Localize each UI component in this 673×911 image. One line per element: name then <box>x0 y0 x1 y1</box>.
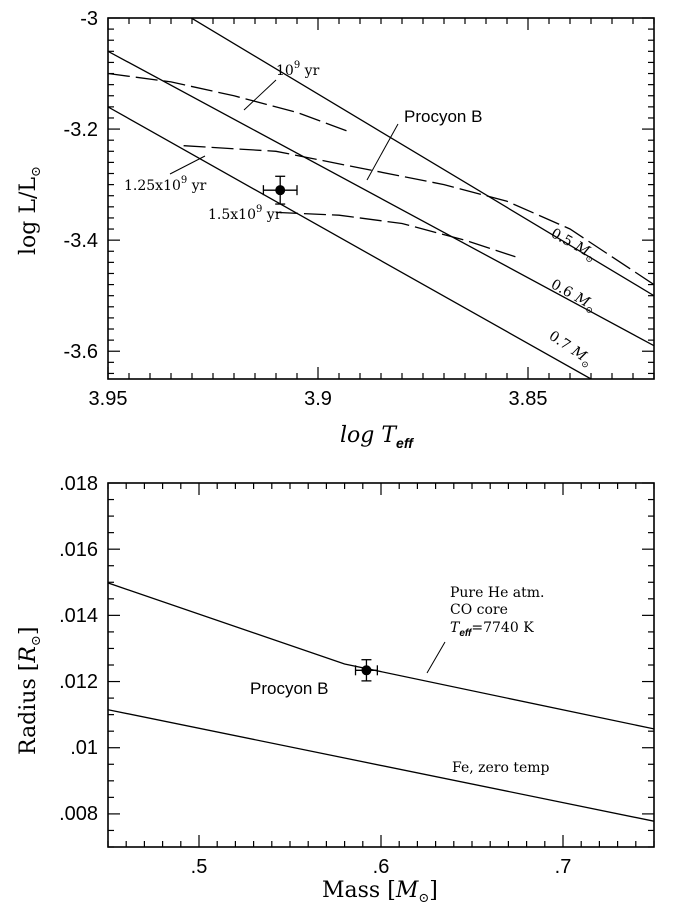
bottom-xtick-label: .7 <box>555 856 572 878</box>
series-line <box>183 145 654 286</box>
bottom-xaxis-label: Mass [M⊙] <box>322 878 438 906</box>
top-xtick-label: 3.9 <box>304 388 332 410</box>
bottom-panel: .5 .6 .7 .018 .016 .014 .012 .01 .008 Ma… <box>16 473 655 906</box>
bottom-ytick-label: .014 <box>59 605 98 627</box>
bottom-xtick-label: .5 <box>191 856 208 878</box>
bottom-plot-frame <box>107 482 655 848</box>
series-line <box>108 50 654 347</box>
svg-text:Radius [R⊙]: Radius [R⊙] <box>16 627 44 755</box>
he-label-line3: Teff=7740 K <box>450 620 534 639</box>
bottom-ticks <box>107 482 655 848</box>
top-xtick-label: 3.85 <box>509 388 548 410</box>
top-procyon-leader <box>366 123 399 181</box>
bottom-procyon-label: Procyon B <box>250 679 328 698</box>
series-line <box>108 709 654 822</box>
top-ytick-label: -3.4 <box>64 230 98 252</box>
age-leader-1.25e9 <box>169 155 206 175</box>
series-line <box>108 106 592 379</box>
top-xtick-label: 3.95 <box>89 388 128 410</box>
bottom-yaxis-label: Radius [R⊙] <box>16 627 44 755</box>
top-xaxis-label: log Teff <box>340 423 414 451</box>
top-ticks <box>107 17 655 379</box>
bottom-ytick-label: .018 <box>59 473 98 495</box>
bottom-ytick-label: .008 <box>59 803 98 825</box>
age-label-1.25e9: 1.25x109 yr <box>124 175 207 194</box>
series-line <box>108 582 654 730</box>
fe-label: Fe, zero temp <box>452 760 550 776</box>
mass-label-0.6: 0.6M⊙ <box>547 277 599 317</box>
mass-label-0.7: 0.7M⊙ <box>544 328 595 371</box>
top-points <box>262 175 298 205</box>
age-leader-1e9 <box>243 79 277 111</box>
top-panel: 3.95 3.9 3.85 -3 -3.2 -3.4 -3.6 log Teff… <box>16 8 655 451</box>
age-label-1.5e9: 1.5x109 yr <box>208 204 282 223</box>
top-ytick-label: -3.6 <box>64 341 98 363</box>
top-procyon-label: Procyon B <box>404 107 482 126</box>
series-line <box>275 211 516 258</box>
data-point-procyon-b <box>275 185 286 196</box>
data-point-procyon-b <box>361 665 372 676</box>
top-yaxis-label: log L/L⊙ <box>16 166 44 255</box>
bottom-ytick-label: .01 <box>70 737 98 759</box>
he-label-line2: CO core <box>450 602 508 618</box>
bottom-ytick-label: .016 <box>59 539 98 561</box>
bottom-xtick-label: .6 <box>373 856 390 878</box>
bottom-curves <box>108 582 654 822</box>
top-ytick-label: -3.2 <box>64 119 98 141</box>
top-curves <box>108 18 654 379</box>
age-label-1e9: 109 yr <box>276 60 320 79</box>
bottom-ytick-label: .012 <box>59 671 98 693</box>
top-ytick-label: -3 <box>80 8 98 30</box>
bottom-points <box>354 659 379 682</box>
series-line <box>190 18 654 297</box>
svg-text:0.7M⊙: 0.7M⊙ <box>544 328 595 371</box>
he-leader <box>426 641 446 674</box>
he-label-line1: Pure He atm. <box>450 585 545 601</box>
series-line <box>108 72 350 133</box>
svg-text:log L/L⊙: log L/L⊙ <box>16 166 44 255</box>
svg-text:0.6M⊙: 0.6M⊙ <box>547 277 599 317</box>
